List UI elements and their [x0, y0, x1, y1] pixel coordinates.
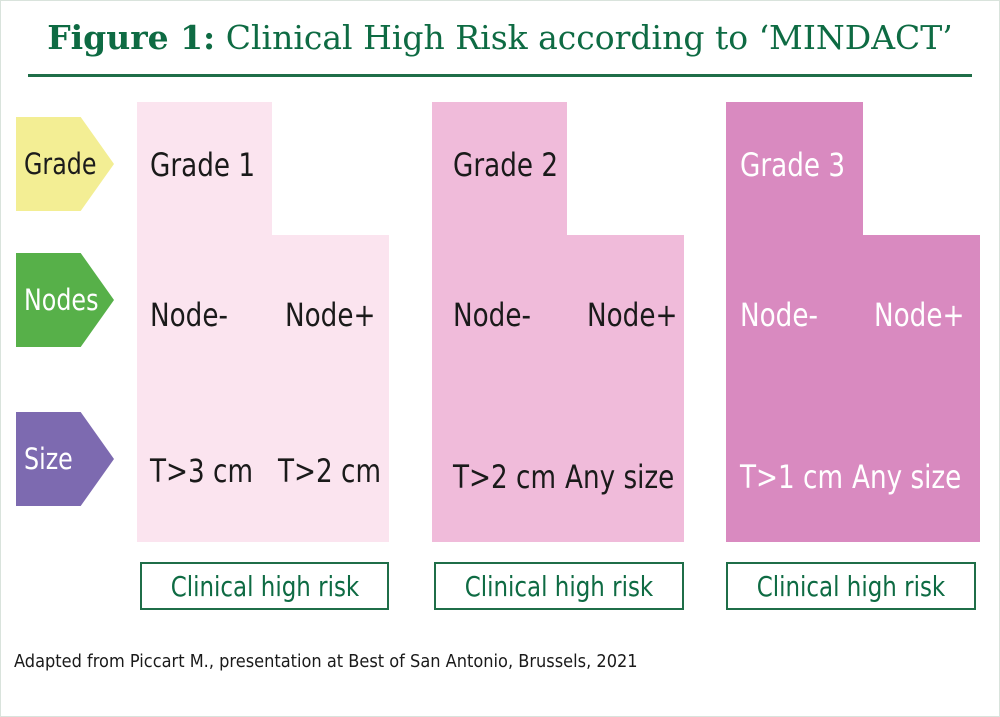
grade-2-node-positive: Node+: [587, 296, 678, 334]
grade-3-node-positive: Node+: [874, 296, 965, 334]
title-rule: [28, 74, 972, 77]
grade-2-header-area: [432, 102, 567, 242]
grade-3-size-node-negative: T>1 cm: [740, 458, 844, 496]
figure-title-text: Clinical High Risk according to ‘MINDACT…: [225, 18, 953, 57]
grade-1-criteria-area: [137, 235, 389, 542]
grade-3-result-label: Clinical high risk: [756, 569, 946, 603]
grade-2-criteria-area: [432, 235, 684, 542]
figure-title-lead: Figure 1:: [47, 18, 216, 57]
grade-3-node-negative: Node-: [740, 296, 818, 334]
grade-arrow-label: Grade: [24, 147, 97, 181]
grade-2-result-box: Clinical high risk: [434, 562, 684, 610]
grade-3-block: Grade 3 Node- Node+ T>1 cm Any size: [726, 102, 980, 542]
grade-1-node-negative: Node-: [150, 296, 228, 334]
grade-2-size-node-negative: T>2 cm: [453, 458, 557, 496]
grade-3-label: Grade 3: [740, 146, 846, 184]
figure-title: Figure 1: Clinical High Risk according t…: [0, 18, 1000, 57]
grade-3-criteria-area: [726, 235, 980, 542]
grade-2-result-label: Clinical high risk: [464, 569, 654, 603]
grade-3-size-node-positive: Any size: [852, 458, 962, 496]
grade-1-size-node-negative: T>3 cm: [150, 452, 254, 490]
grade-2-block: Grade 2 Node- Node+ T>2 cm Any size: [432, 102, 684, 542]
grade-3-header-area: [726, 102, 863, 242]
grade-1-result-label: Clinical high risk: [170, 569, 359, 603]
grade-1-result-box: Clinical high risk: [140, 562, 389, 610]
grade-2-label: Grade 2: [453, 146, 559, 184]
size-arrow-label: Size: [24, 442, 73, 476]
grade-1-header-area: [137, 102, 272, 242]
nodes-arrow-label: Nodes: [24, 283, 99, 317]
grade-1-label: Grade 1: [150, 146, 256, 184]
grade-3-result-box: Clinical high risk: [726, 562, 976, 610]
grade-1-node-positive: Node+: [285, 296, 376, 334]
grade-1-block: Grade 1 Node- Node+ T>3 cm T>2 cm: [137, 102, 389, 542]
grade-2-size-node-positive: Any size: [565, 458, 675, 496]
source-note: Adapted from Piccart M., presentation at…: [14, 651, 638, 672]
grade-1-size-node-positive: T>2 cm: [278, 452, 382, 490]
grade-2-node-negative: Node-: [453, 296, 531, 334]
